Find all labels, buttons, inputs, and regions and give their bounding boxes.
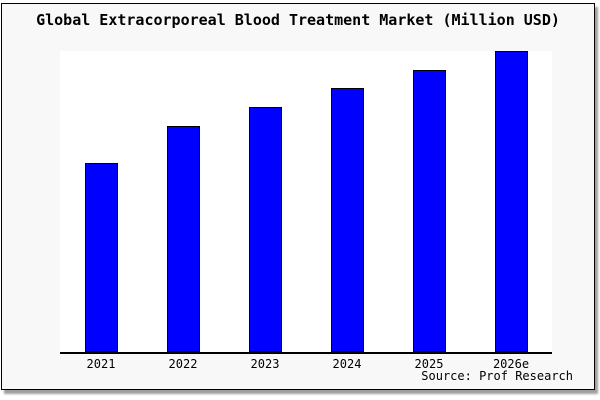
x-tick-label-2026e: 2026e: [492, 357, 530, 371]
chart-title: Global Extracorporeal Blood Treatment Ma…: [36, 11, 560, 29]
chart-figure: Global Extracorporeal Blood Treatment Ma…: [1, 3, 595, 390]
x-tick-label-2022: 2022: [168, 357, 198, 371]
x-tick-label-2025: 2025: [414, 357, 444, 371]
bar-2026e: [494, 51, 528, 352]
bar-2021: [84, 163, 118, 352]
x-tick-label-2023: 2023: [250, 357, 280, 371]
bar-2023: [248, 107, 282, 352]
bar-2025: [412, 70, 446, 352]
source-credit: Source: Prof Research: [421, 369, 573, 383]
bar-2024: [330, 88, 364, 352]
x-axis-labels: 2021 2022 2023 2024 2025 2026e: [60, 357, 552, 373]
plot-area: [60, 51, 552, 354]
x-tick-label-2024: 2024: [332, 357, 362, 371]
bar-2022: [166, 126, 200, 352]
x-tick-label-2021: 2021: [86, 357, 116, 371]
